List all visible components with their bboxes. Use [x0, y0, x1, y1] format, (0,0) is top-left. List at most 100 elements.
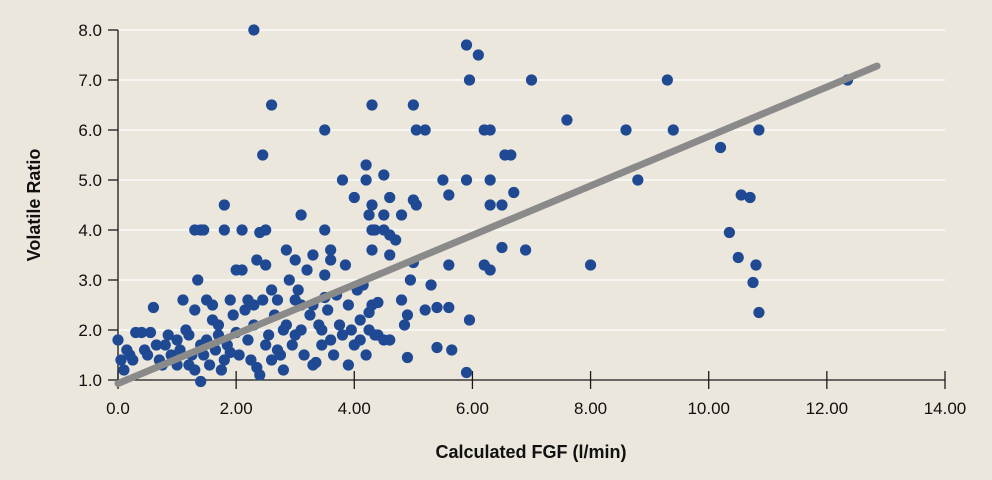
- data-point: [354, 334, 366, 346]
- data-point: [257, 149, 269, 161]
- data-point: [206, 299, 219, 311]
- trendline: [114, 62, 881, 387]
- x-tick-label: 2.00: [220, 399, 253, 418]
- data-point: [395, 294, 408, 306]
- data-point: [336, 329, 349, 341]
- data-point: [147, 301, 160, 314]
- data-point: [218, 199, 230, 211]
- data-point: [265, 354, 278, 366]
- data-point: [366, 199, 378, 211]
- trendline-group: [114, 62, 881, 387]
- data-point: [345, 324, 357, 336]
- data-point: [138, 344, 151, 356]
- data-point: [460, 366, 473, 379]
- data-point: [136, 326, 148, 339]
- data-point: [286, 339, 298, 351]
- data-point: [177, 294, 189, 306]
- data-point: [118, 364, 130, 376]
- data-point: [484, 199, 496, 211]
- data-point: [121, 344, 133, 356]
- data-point: [236, 264, 248, 276]
- data-points: [112, 24, 854, 388]
- data-point: [195, 375, 207, 388]
- data-point: [260, 259, 272, 271]
- data-point: [443, 301, 455, 314]
- data-point: [401, 309, 414, 321]
- data-point: [348, 191, 360, 204]
- data-point: [248, 299, 260, 311]
- data-point: [189, 364, 201, 376]
- data-point: [398, 319, 411, 331]
- data-point: [265, 284, 278, 296]
- data-point: [295, 209, 307, 221]
- data-point: [407, 99, 419, 111]
- data-point: [443, 259, 455, 271]
- x-tick-label: 14.00: [924, 399, 967, 418]
- data-point: [360, 174, 372, 186]
- data-point: [248, 24, 260, 36]
- data-point: [218, 224, 230, 236]
- y-axis-title: Volatile Ratio: [24, 149, 44, 262]
- data-point: [431, 301, 443, 314]
- y-tick-label: 2.0: [78, 321, 102, 340]
- data-point: [144, 326, 157, 339]
- y-tick-label: 1.0: [78, 371, 102, 390]
- data-point: [319, 224, 331, 236]
- data-point: [242, 334, 254, 346]
- x-axis-title: Calculated FGF (l/min): [435, 442, 626, 462]
- data-point: [735, 189, 747, 201]
- data-point: [260, 339, 272, 351]
- data-point: [265, 99, 278, 111]
- data-point: [289, 294, 301, 306]
- data-point: [224, 294, 236, 306]
- data-point: [159, 339, 171, 351]
- data-point: [339, 259, 352, 271]
- data-point: [257, 294, 269, 306]
- data-point: [310, 356, 322, 369]
- data-point: [319, 124, 331, 136]
- data-point: [714, 141, 727, 154]
- data-point: [496, 199, 508, 211]
- data-point: [425, 279, 437, 291]
- data-point: [390, 234, 402, 246]
- data-point: [304, 309, 316, 321]
- data-point: [620, 124, 632, 136]
- data-point: [245, 354, 257, 366]
- data-point: [378, 169, 390, 181]
- data-point: [307, 249, 319, 261]
- data-point: [162, 329, 174, 341]
- data-point: [115, 354, 127, 366]
- data-point: [437, 174, 449, 186]
- data-point: [112, 334, 124, 346]
- data-point: [233, 349, 245, 361]
- x-tick-label: 4.00: [338, 399, 371, 418]
- data-point: [363, 209, 375, 221]
- data-point: [463, 74, 476, 86]
- data-point: [410, 199, 422, 211]
- data-point: [260, 224, 272, 236]
- data-point: [150, 339, 162, 351]
- data-point: [227, 309, 239, 321]
- x-tick-label: 6.00: [456, 399, 489, 418]
- data-point: [198, 224, 210, 236]
- data-point: [236, 224, 248, 236]
- data-point: [661, 74, 673, 86]
- data-point: [354, 314, 366, 326]
- data-point: [632, 174, 644, 186]
- data-point: [584, 259, 597, 271]
- data-point: [325, 244, 337, 256]
- data-point: [301, 264, 313, 276]
- data-point: [395, 209, 408, 221]
- data-point: [496, 241, 508, 254]
- data-point: [316, 339, 328, 351]
- data-point: [342, 299, 354, 311]
- data-point: [212, 319, 225, 331]
- data-point: [384, 334, 396, 346]
- data-point: [460, 39, 473, 51]
- data-point: [732, 251, 744, 264]
- data-point: [463, 314, 476, 326]
- data-point: [519, 244, 532, 256]
- data-point: [263, 329, 275, 341]
- data-point: [369, 224, 381, 236]
- data-point: [322, 304, 334, 316]
